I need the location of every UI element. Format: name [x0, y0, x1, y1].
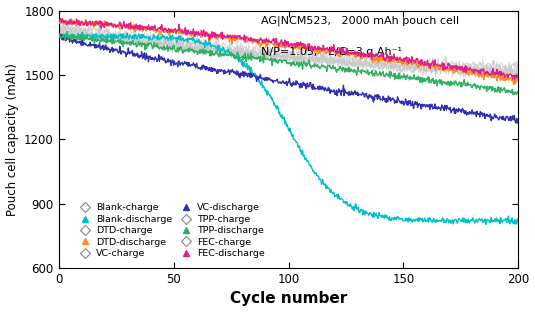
Text: N/P=1.05,   E/C=3 g Ah⁻¹: N/P=1.05, E/C=3 g Ah⁻¹ [261, 46, 402, 56]
Legend: Blank-charge, Blank-discharge, DTD-charge, DTD-discharge, VC-charge, VC-discharg: Blank-charge, Blank-discharge, DTD-charg… [73, 201, 268, 261]
X-axis label: Cycle number: Cycle number [230, 291, 347, 306]
Text: AG|NCM523,   2000 mAh pouch cell: AG|NCM523, 2000 mAh pouch cell [261, 16, 459, 26]
Y-axis label: Pouch cell capacity (mAh): Pouch cell capacity (mAh) [5, 63, 19, 216]
